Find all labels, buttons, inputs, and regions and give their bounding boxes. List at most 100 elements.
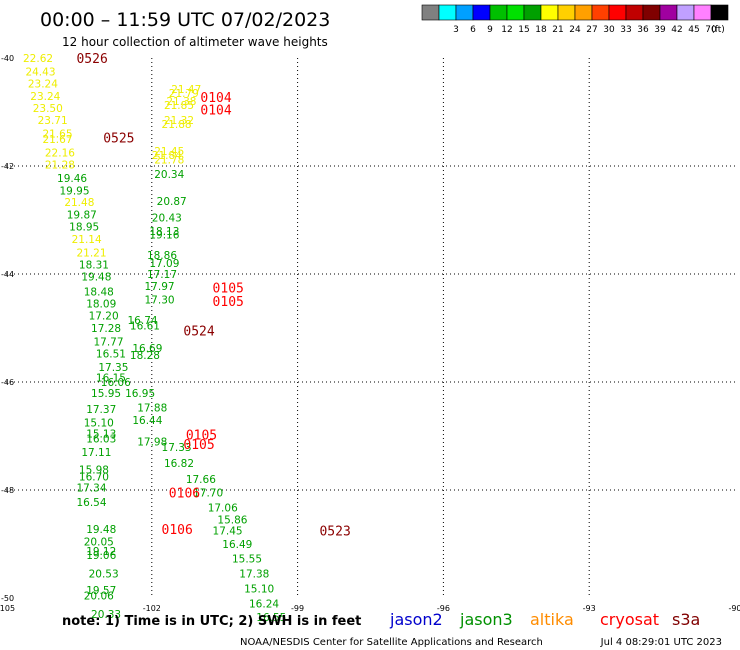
- wave-height-label: 16.61: [130, 320, 160, 332]
- wave-height-label: 19.46: [57, 173, 87, 185]
- wave-height-label: 21.48: [64, 197, 94, 209]
- wave-height-label: 17.66: [186, 474, 216, 486]
- legend-label: 15: [518, 25, 529, 35]
- wave-height-label: 19.95: [59, 185, 89, 197]
- wave-height-label: 17.37: [86, 404, 116, 416]
- wave-height-label: 23.50: [33, 103, 63, 115]
- wave-height-label: 23.24: [28, 78, 58, 90]
- pass-time-label: 0104: [200, 103, 231, 118]
- legend-swatch: [455, 4, 474, 21]
- wave-height-label: 21.38: [166, 96, 196, 108]
- wave-height-label: 21.47: [171, 84, 201, 96]
- wave-height-label: 18.95: [69, 221, 99, 233]
- legend-swatch: [659, 4, 678, 21]
- lat-tick-label: -46: [1, 378, 14, 387]
- wave-height-label: 16.82: [164, 458, 194, 470]
- legend-label: 6: [470, 25, 476, 35]
- satellite-legend: jason2 jason3 altika cryosat s3a: [389, 610, 700, 629]
- lat-tick-label: -50: [1, 594, 14, 603]
- legend-label: 21: [552, 25, 563, 35]
- wave-height-label: 21.28: [45, 159, 75, 171]
- wave-height-label: 17.70: [193, 488, 223, 500]
- wave-height-label: 20.05: [84, 536, 114, 548]
- wave-height-label: 15.95: [91, 388, 121, 400]
- wave-height-label: 18.09: [86, 299, 116, 311]
- wave-height-label: 17.38: [239, 569, 269, 581]
- pass-time-label: 0104: [200, 91, 231, 106]
- wave-height-label: 16.70: [79, 472, 109, 484]
- wave-height-label: 16.06: [101, 377, 131, 389]
- legend-label: 30: [603, 25, 615, 35]
- wave-height-label: 24.43: [25, 67, 55, 79]
- wave-height-label: 21.78: [154, 155, 184, 167]
- legend-label: 36: [637, 25, 649, 35]
- pass-time-label: 0523: [319, 525, 350, 540]
- wave-height-label: 17.98: [137, 436, 167, 448]
- wave-height-label: 19.87: [67, 210, 97, 222]
- wave-height-label: 21.21: [76, 247, 106, 259]
- pass-time-label: 0526: [76, 52, 107, 67]
- lon-tick-label: -102: [143, 604, 161, 613]
- lat-tick-label: -48: [1, 486, 14, 495]
- satellite-name-cryosat: cryosat: [600, 610, 659, 629]
- wave-height-label: 15.10: [244, 583, 274, 595]
- wave-height-label: 20.33: [91, 609, 121, 621]
- legend-swatch: [625, 4, 644, 21]
- wave-height-label: 23.24: [30, 91, 60, 103]
- wave-height-label: 18.13: [149, 226, 179, 238]
- color-scale-legend: 3 6 9 12 15 18 21 24 27 30 33 36 39 42 45 70(ft): [421, 4, 729, 35]
- wave-height-label: 19.57: [86, 585, 116, 597]
- wave-height-labels: 22.6224.4323.2423.2423.5023.7121.6521.67…: [23, 53, 286, 624]
- legend-swatch: [574, 4, 593, 21]
- wave-height-label: 20.53: [89, 569, 119, 581]
- pass-time-label: 0105: [213, 295, 244, 310]
- wave-height-label: 16.44: [132, 415, 162, 427]
- wave-height-label: 15.13: [86, 428, 116, 440]
- page-subtitle: 12 hour collection of altimeter wave hei…: [62, 35, 328, 49]
- legend-label: 39: [654, 25, 666, 35]
- legend-swatch: [710, 4, 729, 21]
- wave-height-label: 16.51: [96, 348, 126, 360]
- wave-height-label: 21.45: [154, 146, 184, 158]
- wave-height-label: 21.88: [162, 119, 192, 131]
- legend-label: 70: [705, 25, 717, 35]
- wave-height-label: 16.69: [132, 343, 162, 355]
- legend-swatch: [557, 4, 576, 21]
- legend-swatch: [438, 4, 457, 21]
- credit-text: NOAA/NESDIS Center for Satellite Applica…: [240, 637, 543, 648]
- legend-swatch: [489, 4, 508, 21]
- wave-height-label: 17.45: [213, 526, 243, 538]
- wave-height-label: 17.97: [145, 281, 175, 293]
- wave-height-label: 20.34: [154, 169, 184, 181]
- wave-height-label: 23.71: [38, 115, 68, 127]
- lat-tick-label: -40: [1, 54, 14, 63]
- pass-time-label: 0525: [103, 131, 134, 146]
- wave-height-label: 21.85: [164, 100, 194, 112]
- wave-height-label: 15.10: [84, 418, 114, 430]
- wave-height-label: 17.30: [145, 294, 175, 306]
- lon-tick-label: -96: [437, 604, 450, 613]
- wave-height-label: 19.48: [81, 272, 111, 284]
- wave-height-label: 16.15: [96, 373, 126, 385]
- wave-height-label: 21.65: [42, 129, 72, 141]
- wave-height-label: 17.33: [162, 442, 192, 454]
- legend-label: 33: [620, 25, 631, 35]
- wave-height-label: 21.79: [169, 88, 199, 100]
- wave-height-label: 17.17: [147, 269, 177, 281]
- wave-height-label: 16.74: [128, 315, 158, 327]
- lon-tick-label: -99: [291, 604, 304, 613]
- wave-height-label: 20.06: [84, 590, 114, 602]
- map-axis-labels: -105 -102 -99 -96 -93 -90 -40 -42 -44 -46 -48 -50: [0, 54, 740, 613]
- legend-label: 24: [569, 25, 581, 35]
- legend-swatch: [693, 4, 712, 21]
- wave-height-label: 16.55: [256, 612, 286, 624]
- legend-label: 27: [586, 25, 597, 35]
- wave-height-label: 16.49: [222, 539, 252, 551]
- wave-height-label: 21.84: [152, 150, 182, 162]
- legend-swatch: [608, 4, 627, 21]
- wave-height-label: 17.77: [93, 337, 123, 349]
- wave-height-label: 19.16: [149, 230, 179, 242]
- satellite-name-jason3: jason3: [459, 610, 513, 629]
- wave-height-label: 21.14: [72, 234, 102, 246]
- wave-height-label: 19.06: [86, 550, 116, 562]
